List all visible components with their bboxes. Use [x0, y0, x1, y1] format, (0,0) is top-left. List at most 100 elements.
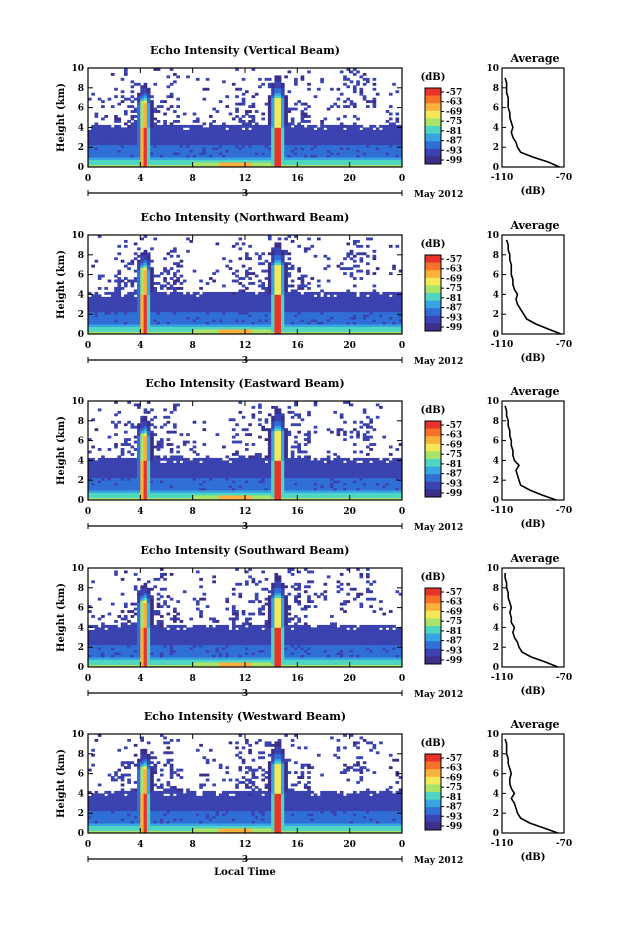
heatmap-cell — [150, 418, 154, 422]
heatmap-cell — [251, 154, 256, 158]
heatmap-cell — [173, 408, 177, 412]
heatmap-cell — [133, 144, 138, 148]
heatmap-cell — [88, 164, 92, 168]
heatmap-cell — [369, 134, 373, 138]
heatmap-cell — [388, 244, 393, 248]
heatmap-cell — [179, 259, 184, 263]
heatmap-cell — [274, 314, 279, 318]
heatmap-cell — [163, 124, 167, 128]
heatmap-cell — [300, 127, 305, 131]
heatmap-cell — [150, 157, 154, 160]
heatmap-cell — [140, 329, 144, 332]
heatmap-cell — [173, 331, 177, 335]
heatmap-cell — [123, 149, 128, 153]
heatmap-cell — [110, 460, 115, 464]
heatmap-cell — [110, 497, 115, 501]
heatmap-cell — [137, 142, 141, 146]
heatmap-cell — [91, 294, 95, 298]
heatmap-cell — [163, 112, 167, 116]
heatmap-cell — [320, 77, 324, 81]
heatmap-cell — [101, 164, 105, 168]
heatmap-cell — [362, 324, 367, 327]
heatmap-cell — [182, 147, 187, 151]
heatmap-cell — [104, 329, 109, 332]
heatmap-cell — [290, 326, 295, 330]
heatmap-cell — [123, 112, 128, 116]
heatmap-cell — [280, 296, 285, 300]
heatmap-cell — [120, 279, 125, 283]
heatmap-cell — [366, 164, 370, 168]
heatmap-cell — [238, 294, 243, 298]
heatmap-cell — [245, 314, 249, 318]
heatmap-cell — [173, 470, 177, 474]
heatmap-cell — [271, 124, 275, 128]
heatmap-cell — [169, 487, 174, 491]
heatmap-cell — [231, 299, 236, 303]
heatmap-cell — [352, 316, 357, 320]
heatmap-cell — [117, 497, 122, 501]
heatmap-cell — [339, 326, 344, 330]
heatmap-cell — [349, 129, 354, 133]
heatmap-cell — [287, 267, 292, 271]
heatmap-cell — [143, 448, 148, 451]
heatmap-cell — [88, 450, 92, 454]
heatmap-cell — [146, 92, 151, 96]
heatmap-cell — [88, 470, 92, 474]
heatmap-cell — [235, 110, 239, 113]
heatmap-cell — [228, 299, 233, 303]
heatmap-cell — [156, 132, 161, 136]
heatmap-cell — [166, 132, 171, 136]
heatmap-cell — [163, 457, 167, 461]
heatmap-cell — [127, 267, 131, 271]
heatmap-cell — [356, 134, 360, 138]
heatmap-cell — [150, 127, 154, 131]
heatmap-cell — [349, 102, 354, 106]
heatmap-cell — [169, 485, 174, 489]
heatmap-cell — [366, 162, 370, 165]
heatmap-cell — [356, 321, 360, 325]
heatmap-cell — [120, 487, 125, 491]
heatmap-cell — [300, 164, 305, 168]
heatmap-cell — [352, 311, 357, 315]
heatmap-cell — [294, 314, 298, 318]
heatmap-cell — [248, 132, 252, 136]
heatmap-cell — [199, 286, 203, 290]
heatmap-cell — [254, 296, 259, 300]
heatmap-cell — [352, 301, 357, 305]
heatmap-cell — [137, 482, 141, 486]
heatmap-cell — [290, 119, 295, 123]
heatmap-cell — [277, 154, 282, 158]
heatmap-cell — [101, 314, 105, 318]
heatmap-cell — [182, 472, 187, 476]
heatmap-cell — [310, 329, 315, 332]
heatmap-cell — [346, 304, 351, 308]
heatmap-cell — [140, 321, 144, 325]
heatmap-cell — [245, 142, 249, 146]
heatmap-cell — [143, 311, 148, 315]
heatmap-cell — [143, 110, 148, 113]
heatmap-cell — [169, 309, 174, 313]
heatmap-cell — [379, 314, 383, 318]
heatmap-cell — [140, 162, 144, 165]
heatmap-cell — [366, 147, 370, 151]
heatmap-cell — [287, 316, 292, 320]
heatmap-cell — [137, 152, 141, 156]
heatmap-cell — [241, 242, 246, 246]
heatmap-cell — [173, 164, 177, 168]
heatmap-cell — [156, 460, 161, 464]
heatmap-cell — [231, 82, 236, 86]
heatmap-cell — [150, 324, 154, 327]
heatmap-cell — [150, 117, 154, 121]
heatmap-cell — [235, 242, 239, 246]
heatmap-cell — [326, 316, 331, 320]
heatmap-cell — [336, 132, 341, 136]
heatmap-cell — [277, 132, 282, 136]
heatmap-cell — [137, 316, 141, 320]
heatmap-cell — [235, 134, 239, 138]
heatmap-cell — [238, 149, 243, 153]
heatmap-cell — [140, 482, 144, 486]
heatmap-cell — [254, 331, 259, 335]
heatmap-cell — [284, 314, 288, 318]
heatmap-cell — [235, 144, 239, 148]
heatmap-cell — [150, 294, 154, 298]
